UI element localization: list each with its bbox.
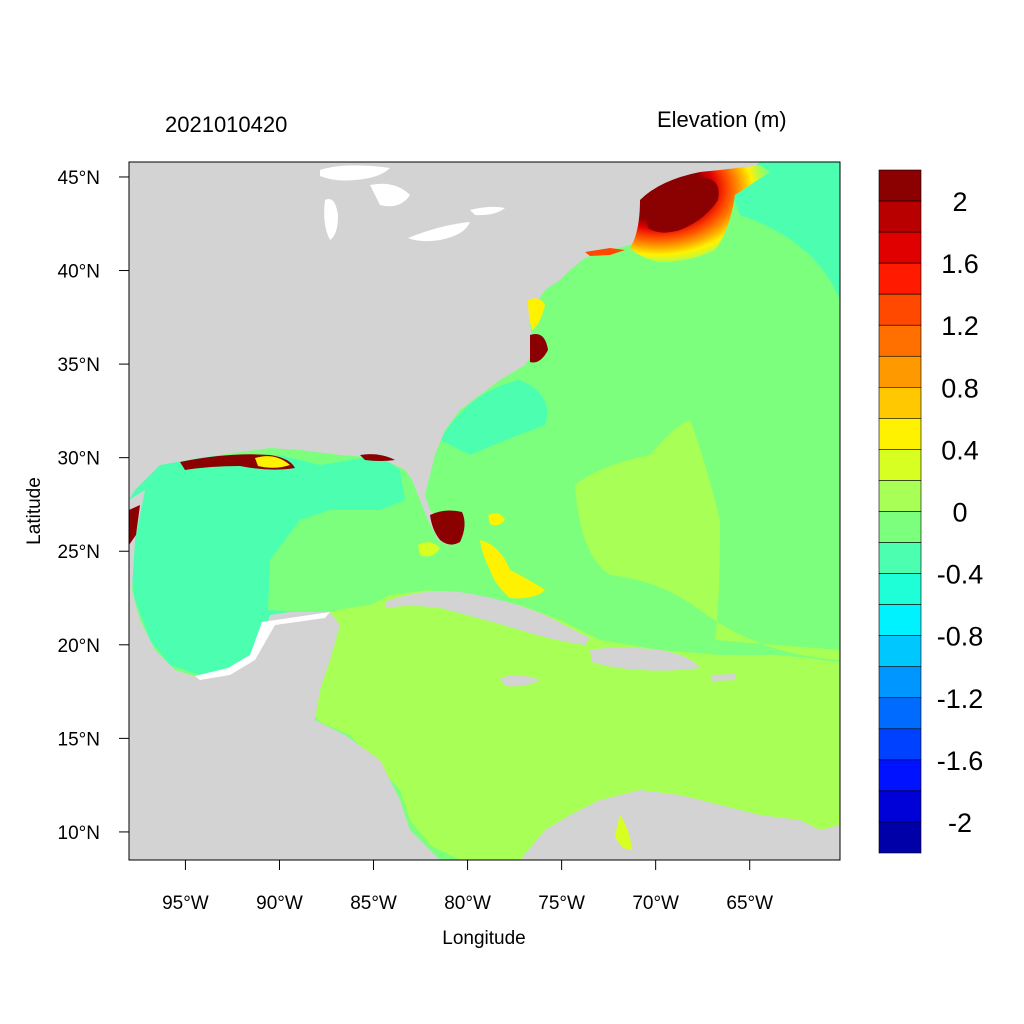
- colorbar-swatch: [878, 387, 922, 419]
- mississippi-delta-surge: [255, 456, 290, 468]
- lake-huron: [370, 183, 410, 207]
- mexico-central-america-land: [129, 490, 440, 860]
- colorbar-swatch: [878, 728, 922, 761]
- colorbar-label: -0.8: [937, 622, 984, 652]
- puerto-rico-land: [710, 674, 736, 681]
- colorbar-swatch: [878, 511, 922, 543]
- x-tick-label: 80°W: [444, 893, 491, 914]
- colorbar-swatch: [878, 790, 922, 823]
- cuba-land: [385, 591, 590, 645]
- colorbar-swatch: [878, 293, 922, 326]
- lake-superior: [320, 165, 390, 181]
- south-america-land: [520, 790, 840, 860]
- georgia-bight-negative-region: [440, 380, 548, 455]
- florida-bay-surge: [418, 542, 440, 557]
- colorbar: [878, 169, 922, 854]
- colorbar-swatch: [878, 604, 922, 636]
- y-tick-label: 40°N: [58, 262, 100, 283]
- colorbar-swatch: [878, 666, 922, 699]
- map-area: [129, 162, 840, 860]
- colorbar-swatch: [878, 542, 922, 574]
- y-axis: 45°N 40°N 35°N 30°N 25°N 20°N 15°N 10°N: [58, 168, 129, 844]
- y-tick-label: 15°N: [58, 729, 100, 750]
- colorbar-swatch: [878, 200, 922, 233]
- north-america-land: [129, 162, 760, 545]
- colorbar-label: 0: [952, 498, 967, 528]
- x-tick-label: 90°W: [256, 893, 303, 914]
- colorbar-label: 1.2: [941, 311, 979, 341]
- colorbar-swatch: [878, 480, 922, 512]
- colorbar-label: -0.4: [937, 560, 984, 590]
- plot-title-variable: Elevation (m): [657, 107, 787, 132]
- colorbar-swatch: [878, 169, 922, 202]
- plot-frame: [128, 161, 841, 861]
- colorbar-label: -1.2: [937, 684, 984, 714]
- northeast-surge-core: [645, 178, 719, 233]
- colorbar-swatch: [878, 821, 922, 854]
- x-axis: 95°W 90°W 85°W 80°W 75°W 70°W 65°W: [162, 860, 773, 914]
- hispaniola-land: [590, 647, 700, 671]
- y-tick-label: 35°N: [58, 355, 100, 376]
- colorbar-swatch: [878, 697, 922, 730]
- y-tick-label: 10°N: [58, 823, 100, 844]
- y-tick-label: 25°N: [58, 542, 100, 563]
- colorbar-label: -2: [948, 808, 972, 838]
- colorbar-label: -1.6: [937, 746, 984, 776]
- y-tick-label: 30°N: [58, 449, 100, 470]
- long-island-sound-surge: [585, 248, 625, 256]
- yucatan-coast: [195, 612, 330, 680]
- lake-ontario: [470, 206, 505, 216]
- colorbar-swatch: [878, 418, 922, 450]
- big-bend-surge: [360, 454, 395, 461]
- colorbar-swatch: [878, 355, 922, 388]
- caribbean-positive-region: [310, 590, 840, 860]
- x-tick-label: 95°W: [162, 893, 209, 914]
- lake-erie: [408, 222, 470, 242]
- pamlico-surge: [530, 334, 548, 363]
- colorbar-swatch: [878, 262, 922, 295]
- colorbar-swatch: [878, 759, 922, 792]
- x-tick-label: 70°W: [632, 893, 679, 914]
- colorbar-swatch: [878, 573, 922, 605]
- bahamas-surge: [480, 540, 545, 599]
- maracaibo-lake: [615, 815, 632, 850]
- x-tick-label: 75°W: [538, 893, 585, 914]
- lake-michigan: [324, 199, 338, 240]
- texas-coast-surge: [129, 505, 140, 545]
- jamaica-land: [500, 675, 540, 687]
- x-axis-title: Longitude: [442, 928, 525, 949]
- y-axis-title: Latitude: [24, 477, 45, 545]
- gulf-negative-region: [129, 455, 405, 675]
- x-tick-label: 85°W: [350, 893, 397, 914]
- colorbar-swatch: [878, 635, 922, 668]
- colorbar-swatch: [878, 449, 922, 481]
- sargasso-positive-region: [575, 420, 840, 660]
- colorbar-label: 0.4: [941, 435, 979, 465]
- colorbar-swatch: [878, 231, 922, 264]
- colorbar-label: 1.6: [941, 249, 979, 279]
- colorbar-labels: 2 1.6 1.2 0.8 0.4 0 -0.4 -0.8 -1.2 -1.6 -2: [937, 187, 984, 838]
- x-tick-label: 65°W: [726, 893, 773, 914]
- y-tick-label: 45°N: [58, 168, 100, 189]
- colorbar-label: 0.8: [941, 373, 979, 403]
- y-tick-label: 20°N: [58, 636, 100, 657]
- colorbar-swatch: [878, 324, 922, 357]
- chesapeake-surge: [528, 298, 545, 330]
- south-florida-surge: [430, 510, 465, 545]
- grand-bahama-surge: [488, 513, 505, 526]
- colorbar-label: 2: [952, 187, 967, 217]
- atlantic-negative-region: [720, 162, 840, 300]
- plot-title-date: 2021010420: [165, 112, 288, 137]
